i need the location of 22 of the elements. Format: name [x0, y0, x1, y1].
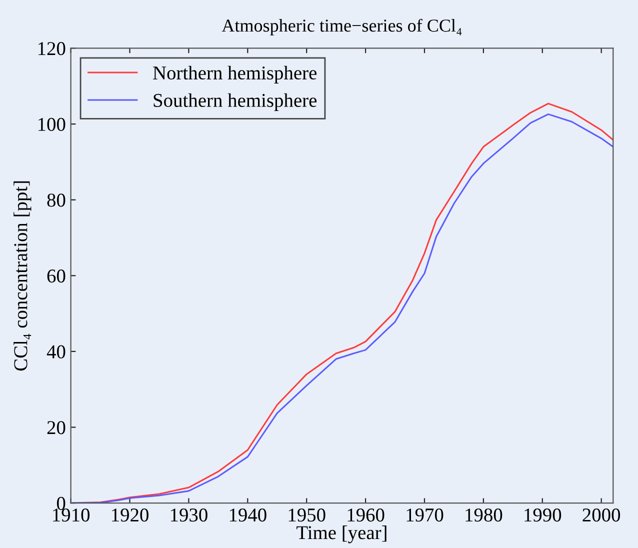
y-tick-label: 60: [47, 269, 66, 283]
legend-label: Southern hemisphere: [154, 93, 317, 111]
x-tick-label: 1960: [348, 508, 384, 522]
y-tick-label: 120: [38, 42, 66, 56]
y-tick-label: 80: [47, 194, 66, 207]
y-tick-label: 20: [47, 421, 66, 434]
chart-title: Atmospheric time−series of CCl₄: [222, 18, 462, 36]
x-tick-label: 1990: [524, 508, 562, 522]
legend-label: Northern hemisphere: [153, 66, 316, 84]
x-tick-label: 1950: [288, 508, 326, 522]
x-tick-label: 1970: [406, 508, 444, 522]
x-tick-label: 2000: [582, 508, 620, 522]
y-axis-title: CCl₄ concentration [ppt]: [14, 181, 32, 371]
x-tick-label: 1980: [466, 508, 502, 522]
x-tick-label: 1940: [230, 508, 266, 522]
x-tick-label: 1930: [170, 508, 208, 522]
x-tick-label: 1920: [112, 508, 148, 522]
y-tick-label: 40: [46, 345, 66, 358]
y-tick-label: 0: [56, 496, 66, 510]
x-axis-title: Time [year]: [296, 526, 386, 544]
x-tick-label: 1910: [53, 508, 90, 522]
y-tick-label: 100: [38, 118, 66, 131]
